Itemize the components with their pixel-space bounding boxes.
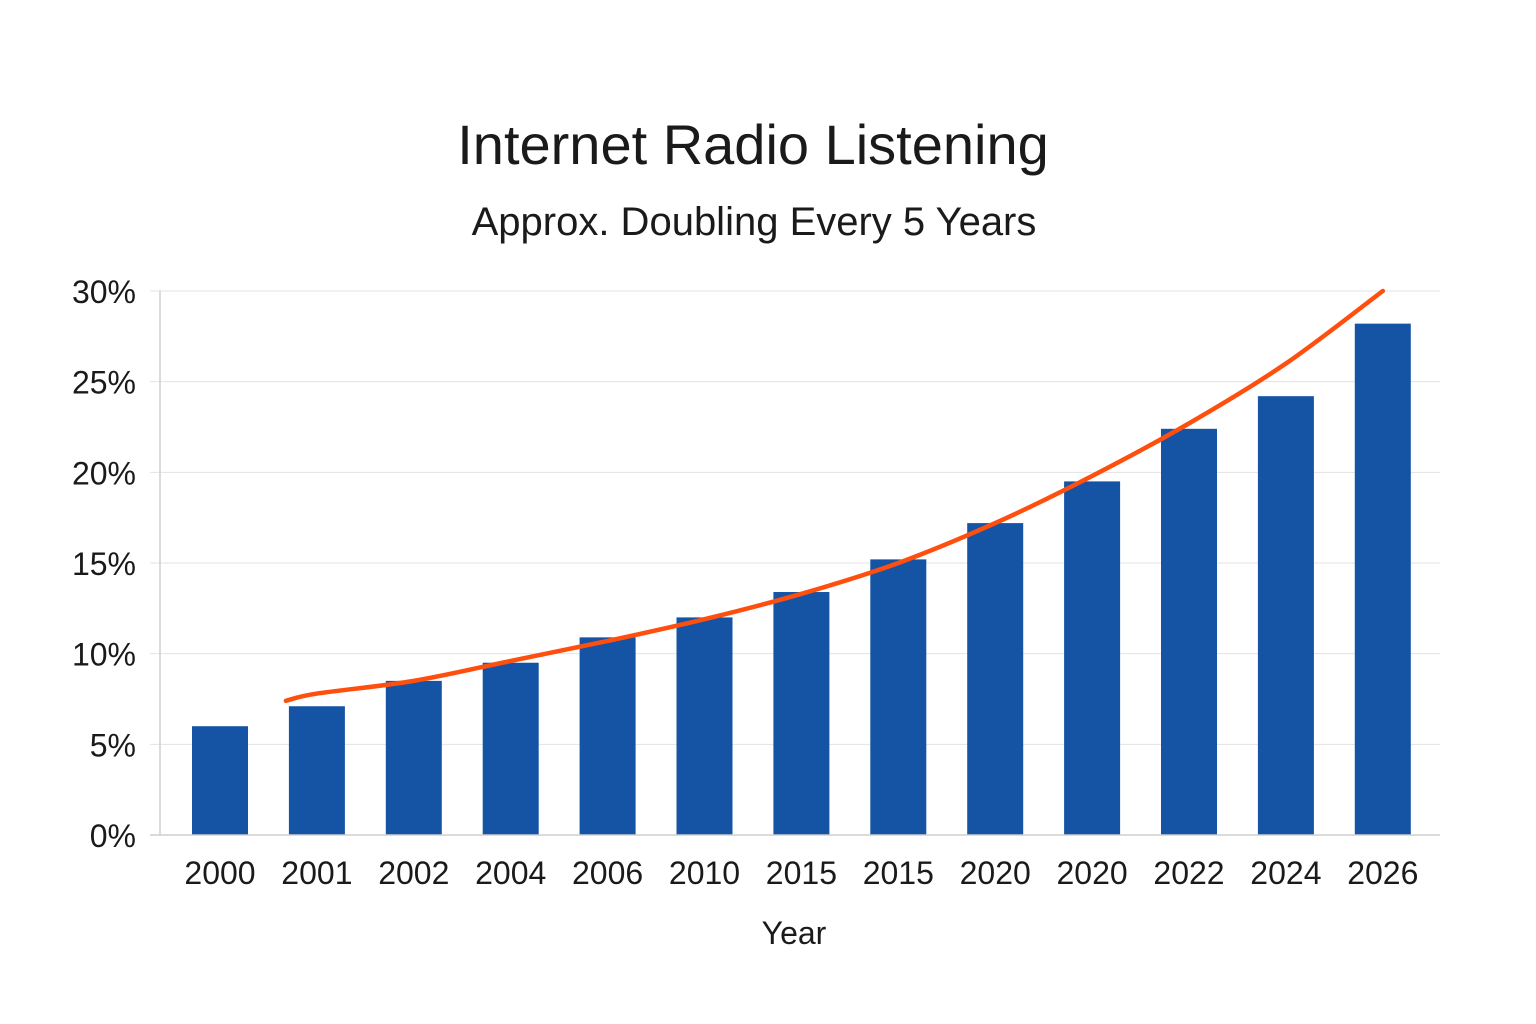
bar-2004 [482,662,539,835]
x-axis-label: Year [762,915,827,951]
x-tick-label: 2001 [281,855,352,891]
x-tick-label: 2010 [669,855,740,891]
bar-2001 [288,706,345,835]
bar-2015 [870,559,927,835]
bar-2002 [385,680,442,835]
bar-2022 [1161,428,1217,835]
x-tick-label: 2020 [960,855,1031,891]
y-tick-label: 10% [72,637,136,673]
y-tick-label: 30% [72,274,136,310]
bar-2006 [579,637,636,835]
x-tick-label: 2004 [475,855,546,891]
x-tick-label: 2026 [1347,855,1418,891]
y-tick-label: 5% [90,727,136,763]
y-tick-label: 25% [72,365,136,401]
x-tick-label: 2002 [378,855,449,891]
y-tick-label: 15% [72,546,136,582]
bar-2020 [967,523,1024,835]
x-tick-label: 2015 [863,855,934,891]
bar-2020 [1064,481,1121,835]
bar-2010 [676,617,733,835]
bar-2015 [773,592,830,835]
x-tick-label: 2024 [1250,855,1321,891]
x-tick-label: 2000 [184,855,255,891]
y-tick-label: 20% [72,455,136,491]
x-tick-label: 2006 [572,855,643,891]
y-tick-label: 0% [90,818,136,854]
bar-2000 [192,726,248,835]
chart-title: Internet Radio Listening [457,113,1049,176]
bar-2024 [1257,396,1314,835]
trend-line [283,288,1386,704]
x-tick-label: 2015 [766,855,837,891]
x-tick-label: 2020 [1057,855,1128,891]
x-tick-label: 2022 [1153,855,1224,891]
bar-2026 [1354,323,1411,835]
chart-subtitle: Approx. Doubling Every 5 Years [471,200,1037,244]
